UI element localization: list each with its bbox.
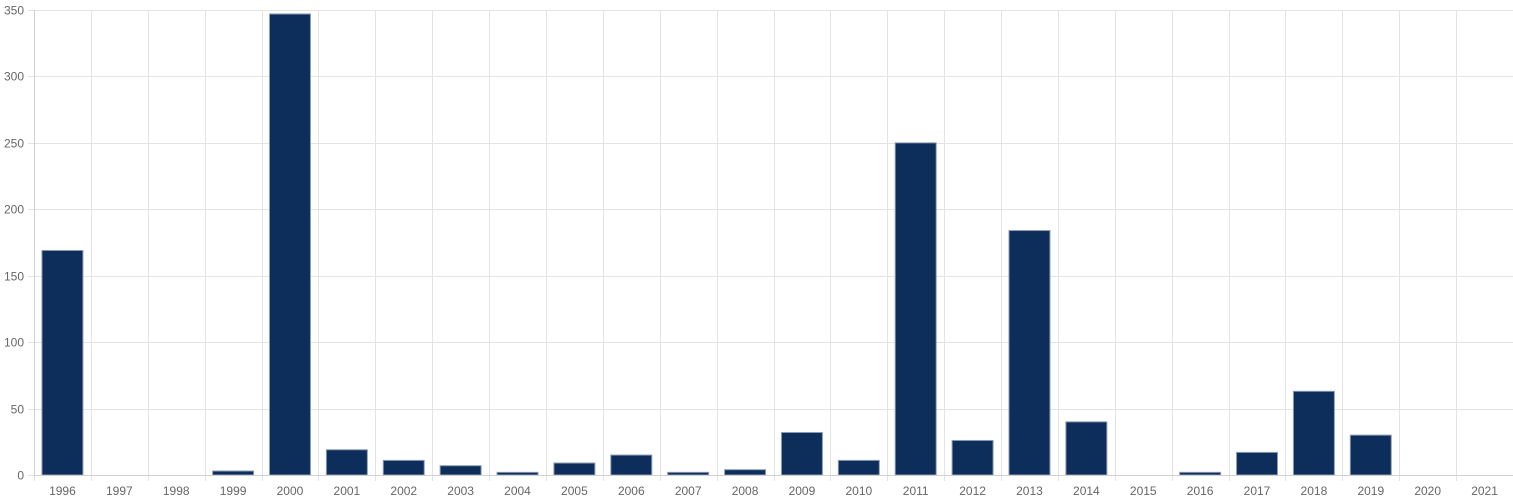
- x-tick-label: 2007: [675, 484, 702, 498]
- y-tick-label: 150: [4, 270, 24, 284]
- x-tick-label: 2001: [334, 484, 361, 498]
- bar-2007[interactable]: [667, 471, 710, 476]
- bar-1999[interactable]: [212, 470, 255, 476]
- bar-1996[interactable]: [41, 249, 84, 476]
- bar-2004[interactable]: [496, 471, 539, 476]
- bar-2013[interactable]: [1008, 230, 1051, 476]
- y-tick-label: 350: [4, 4, 24, 18]
- x-tick-label: 2012: [959, 484, 986, 498]
- bar-2005[interactable]: [553, 462, 596, 476]
- bar-2011[interactable]: [894, 142, 937, 476]
- x-tick-label: 2021: [1471, 484, 1498, 498]
- y-axis-tick-labels: 0 50 100 150 200 250 300 350: [4, 4, 24, 483]
- x-axis-tick-labels: 1996 1997 1998 1999 2000 2001 2002 2003 2004 2005…: [49, 484, 1498, 498]
- y-tick-label: 100: [4, 336, 24, 350]
- x-tick-label: 1998: [163, 484, 190, 498]
- x-tick-label: 2014: [1073, 484, 1100, 498]
- bar-2008[interactable]: [724, 469, 767, 476]
- bar-2001[interactable]: [325, 449, 368, 476]
- bar-2012[interactable]: [951, 439, 994, 476]
- x-tick-label: 1999: [220, 484, 247, 498]
- y-tick-label: 50: [11, 403, 25, 417]
- bar-2000[interactable]: [269, 13, 311, 476]
- x-tick-label: 2015: [1130, 484, 1157, 498]
- y-tick-label: 250: [4, 137, 24, 151]
- x-tick-label: 2004: [504, 484, 531, 498]
- x-tick-label: 2002: [390, 484, 417, 498]
- bars: [41, 13, 1392, 476]
- bar-2016[interactable]: [1179, 471, 1222, 476]
- y-tick-label: 300: [4, 70, 24, 84]
- x-tick-label: 2019: [1357, 484, 1384, 498]
- x-tick-label: 2000: [277, 484, 304, 498]
- y-tick-label: 0: [17, 469, 24, 483]
- bar-2006[interactable]: [610, 454, 653, 476]
- x-tick-label: 2018: [1301, 484, 1328, 498]
- x-tick-label: 2006: [618, 484, 645, 498]
- bar-2019[interactable]: [1349, 434, 1392, 476]
- x-tick-label: 2008: [732, 484, 759, 498]
- x-tick-label: 2017: [1244, 484, 1271, 498]
- x-tick-label: 2009: [789, 484, 816, 498]
- x-tick-label: 1997: [106, 484, 133, 498]
- y-tick-label: 200: [4, 203, 24, 217]
- bar-2014[interactable]: [1065, 421, 1108, 476]
- bar-2002[interactable]: [382, 459, 425, 476]
- bar-2010[interactable]: [837, 459, 880, 476]
- x-tick-label: 2010: [845, 484, 872, 498]
- x-tick-label: 2020: [1414, 484, 1441, 498]
- gridlines: [28, 10, 1513, 481]
- bar-2017[interactable]: [1236, 451, 1279, 476]
- bar-2009[interactable]: [780, 431, 823, 476]
- x-tick-label: 2016: [1187, 484, 1214, 498]
- x-tick-label: 2005: [561, 484, 588, 498]
- x-tick-label: 2013: [1016, 484, 1043, 498]
- bar-2003[interactable]: [439, 465, 482, 476]
- x-tick-label: 1996: [49, 484, 76, 498]
- x-tick-label: 2011: [903, 484, 929, 498]
- axes: [34, 10, 1513, 476]
- x-tick-label: 2003: [447, 484, 474, 498]
- bar-2018[interactable]: [1292, 390, 1335, 476]
